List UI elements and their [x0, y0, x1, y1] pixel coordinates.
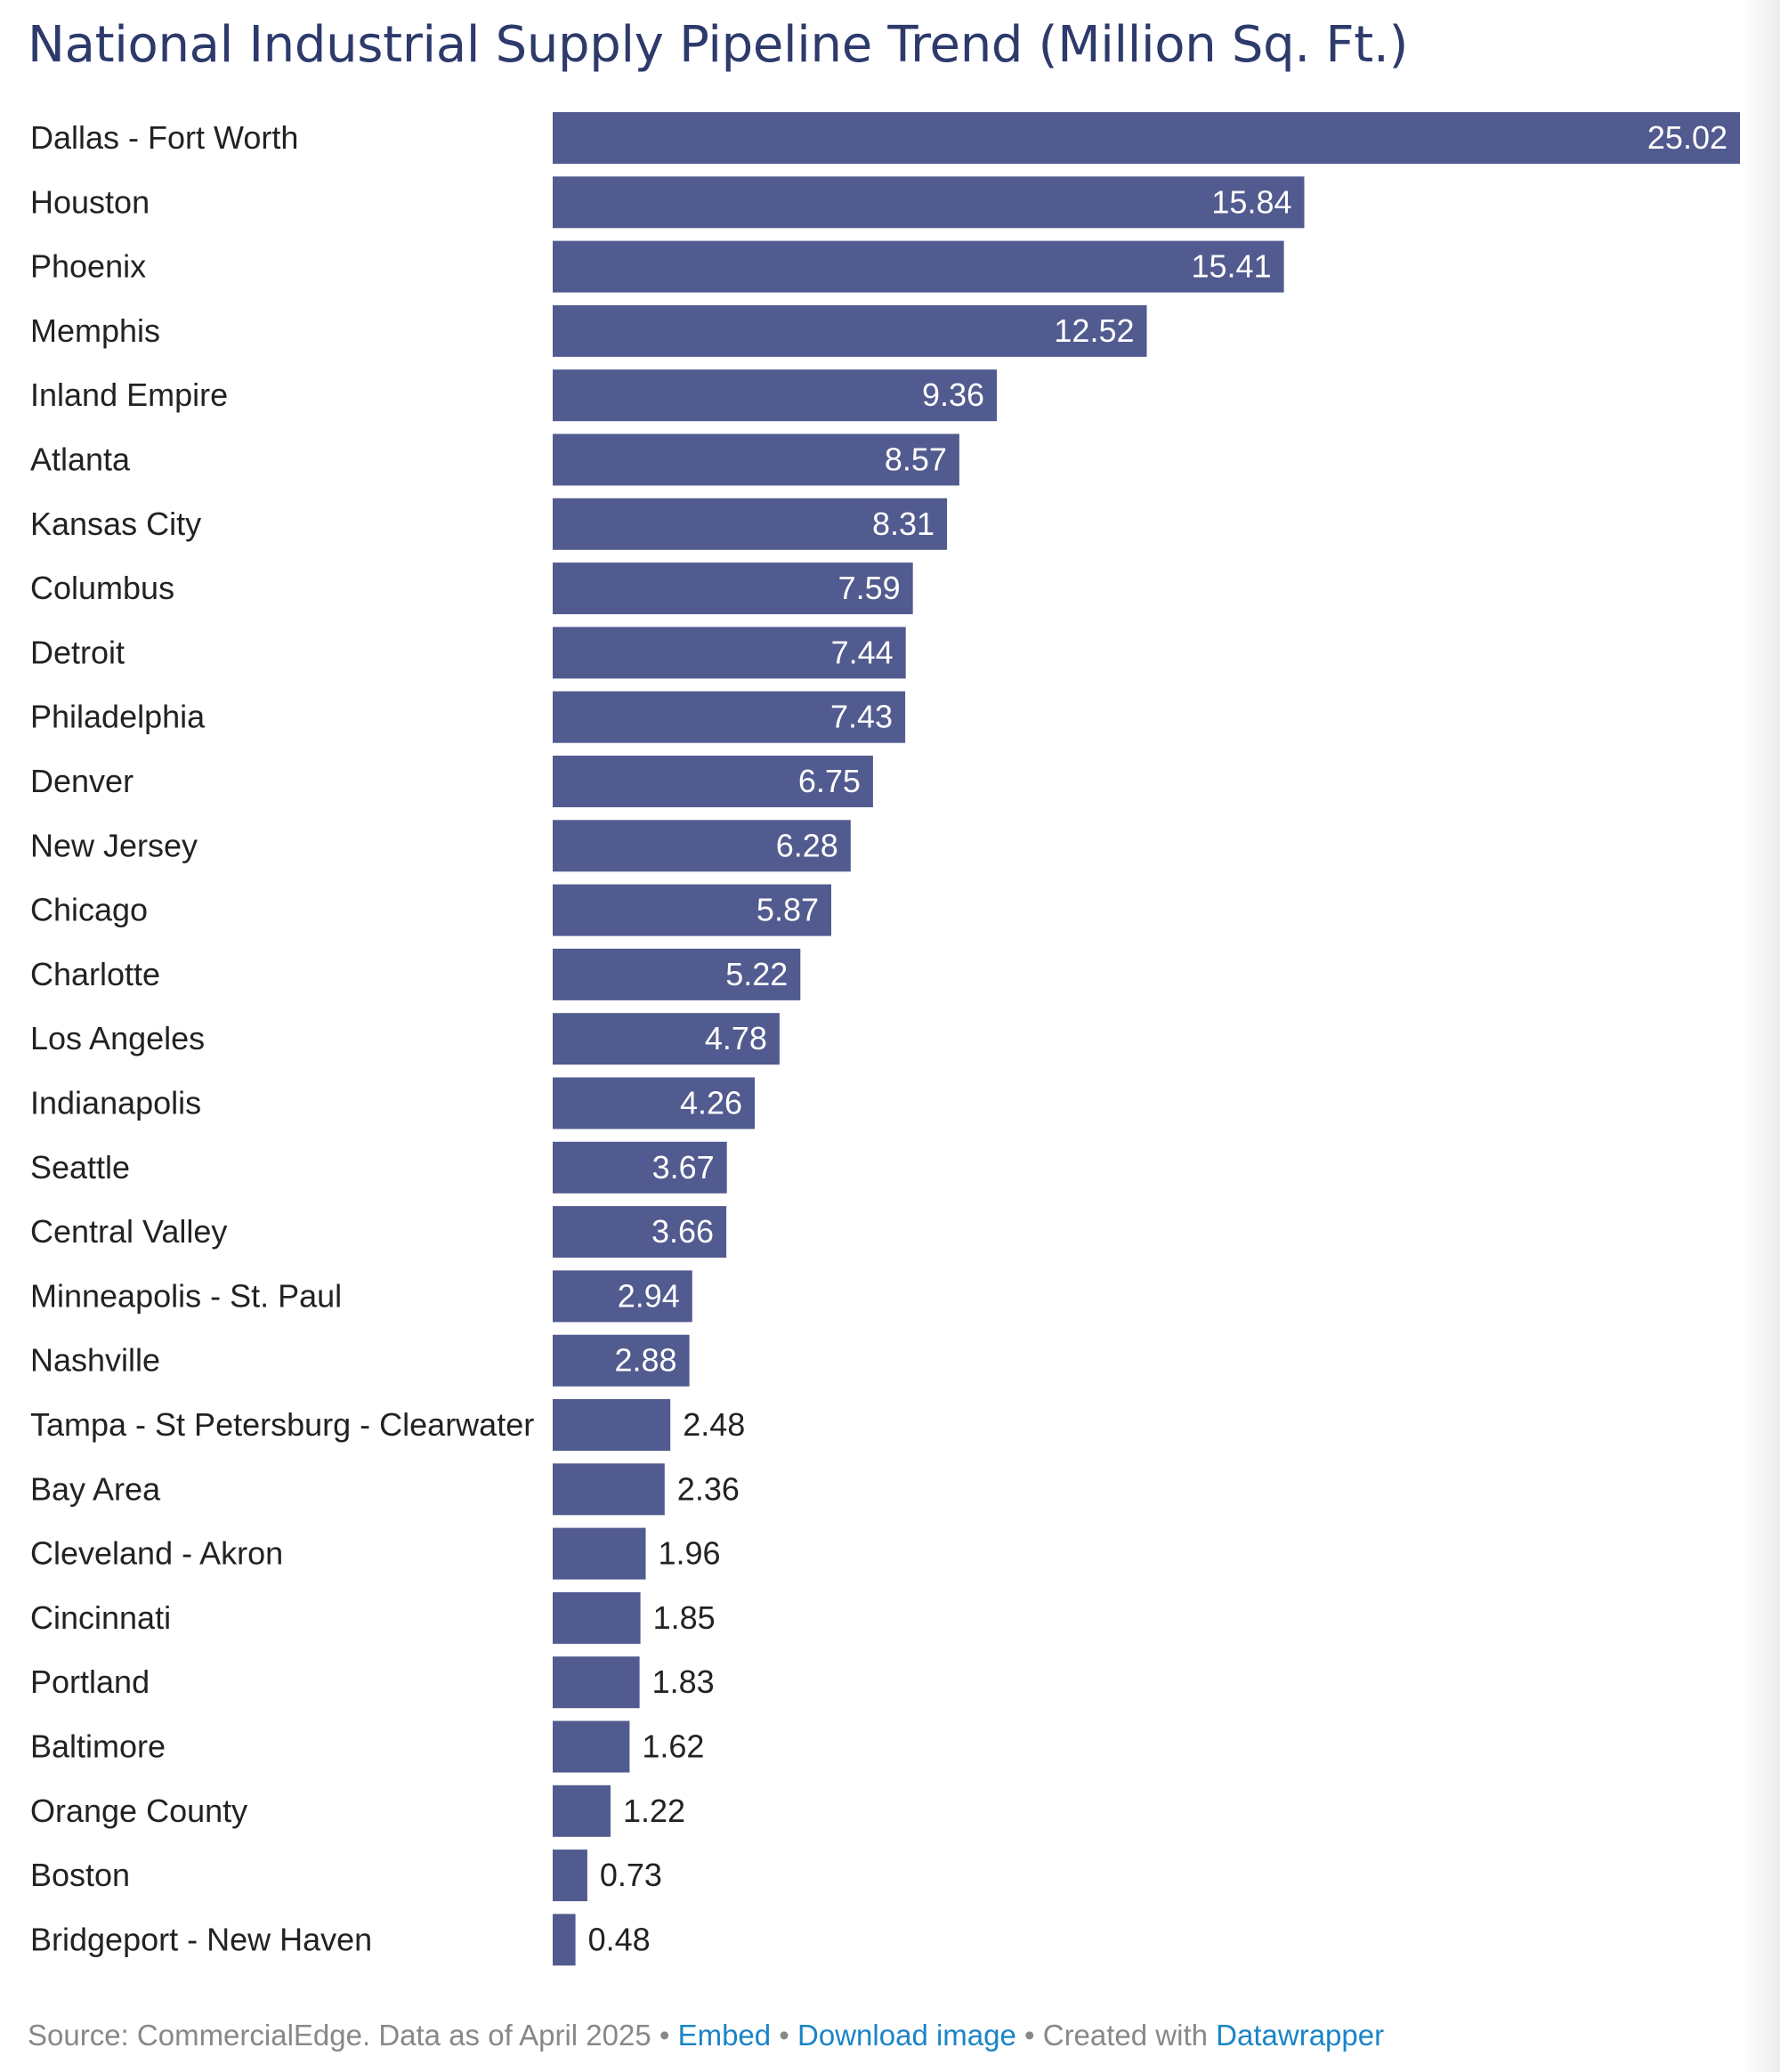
category-label: Orange County	[30, 1793, 247, 1829]
source-note: Source: CommercialEdge. Data as of April…	[28, 2019, 651, 2052]
embed-link[interactable]: Embed	[677, 2019, 772, 2052]
bar	[553, 1720, 630, 1773]
category-label: Bridgeport - New Haven	[30, 1921, 372, 1957]
value-label: 1.83	[652, 1663, 715, 1700]
value-label: 15.84	[1211, 183, 1291, 220]
bar	[553, 1463, 665, 1516]
bar	[553, 1527, 646, 1580]
category-label: Phoenix	[30, 248, 146, 285]
category-label: Central Valley	[30, 1213, 227, 1250]
bar	[553, 112, 1740, 164]
value-label: 12.52	[1054, 312, 1134, 349]
bar	[553, 563, 913, 615]
value-label: 7.43	[830, 699, 893, 735]
value-label: 2.94	[618, 1277, 680, 1314]
value-label: 4.78	[705, 1020, 767, 1056]
value-label: 15.41	[1192, 248, 1272, 285]
bar	[553, 176, 1305, 229]
bar	[553, 627, 906, 679]
bar	[553, 1141, 727, 1194]
category-label: Dallas - Fort Worth	[30, 119, 298, 156]
value-label: 2.48	[683, 1406, 745, 1443]
category-label: Philadelphia	[30, 699, 206, 735]
category-label: Columbus	[30, 570, 174, 606]
bar	[553, 1785, 611, 1837]
category-label: Houston	[30, 183, 150, 220]
category-label: Seattle	[30, 1149, 130, 1186]
value-label: 2.36	[677, 1470, 740, 1507]
datawrapper-link[interactable]: Datawrapper	[1216, 2019, 1385, 2052]
value-label: 0.73	[600, 1857, 662, 1893]
bar	[553, 820, 851, 872]
value-label: 7.59	[838, 570, 901, 606]
category-label: Kansas City	[30, 506, 201, 542]
bar	[553, 1914, 576, 1966]
category-label: Boston	[30, 1857, 130, 1893]
category-label: Atlanta	[30, 441, 131, 478]
bar	[553, 1270, 692, 1323]
category-label: Portland	[30, 1663, 150, 1700]
footer-separator: •	[651, 2019, 678, 2052]
value-label: 5.87	[756, 892, 819, 928]
bar	[553, 240, 1284, 293]
footer: Source: CommercialEdge. Data as of April…	[28, 2019, 1384, 2052]
category-label: Nashville	[30, 1342, 160, 1379]
value-label: 1.62	[642, 1728, 704, 1765]
bar	[553, 1334, 690, 1387]
created-with-text: Created with	[1042, 2019, 1217, 2052]
value-label: 8.57	[885, 441, 947, 478]
download-image-link[interactable]: Download image	[797, 2019, 1016, 2052]
chart-title: National Industrial Supply Pipeline Tren…	[28, 16, 1409, 74]
value-label: 4.26	[680, 1085, 742, 1121]
bar	[553, 498, 948, 550]
bar	[553, 369, 998, 422]
bar	[553, 304, 1147, 357]
category-label: Inland Empire	[30, 376, 228, 413]
bar	[553, 1077, 756, 1129]
bar	[553, 1399, 671, 1451]
category-label: Detroit	[30, 634, 125, 670]
value-label: 3.66	[651, 1213, 714, 1250]
value-label: 5.22	[725, 956, 788, 992]
value-label: 9.36	[922, 376, 984, 413]
category-label: Chicago	[30, 892, 148, 928]
category-label: Denver	[30, 763, 134, 799]
value-label: 1.22	[623, 1793, 685, 1829]
category-label: New Jersey	[30, 827, 198, 863]
category-label: Bay Area	[30, 1470, 161, 1507]
footer-separator: •	[771, 2019, 798, 2052]
category-label: Cincinnati	[30, 1599, 171, 1636]
value-label: 7.44	[831, 634, 894, 670]
category-label: Minneapolis - St. Paul	[30, 1277, 342, 1314]
category-label: Baltimore	[30, 1728, 166, 1765]
value-label: 6.75	[798, 763, 861, 799]
category-label: Memphis	[30, 312, 160, 349]
value-label: 1.96	[659, 1535, 721, 1572]
bar	[553, 884, 831, 936]
bar	[553, 1656, 640, 1709]
value-label: 3.67	[652, 1149, 715, 1186]
bar	[553, 433, 959, 486]
footer-separator: •	[1015, 2019, 1043, 2052]
bar	[553, 948, 801, 1000]
value-label: 25.02	[1647, 119, 1727, 156]
category-label: Los Angeles	[30, 1020, 205, 1056]
category-label: Tampa - St Petersburg - Clearwater	[30, 1406, 534, 1443]
category-label: Charlotte	[30, 956, 160, 992]
category-label: Indianapolis	[30, 1085, 201, 1121]
bar	[553, 1206, 727, 1259]
bar	[553, 691, 906, 743]
value-label: 8.31	[872, 506, 934, 542]
bar-chart: Dallas - Fort Worth 25.02 Houston 15.84 Phoe…	[30, 112, 1740, 1966]
bar	[553, 1013, 780, 1065]
value-label: 2.88	[615, 1342, 677, 1379]
bar	[553, 1591, 641, 1644]
value-label: 0.48	[588, 1921, 651, 1957]
bar	[553, 1849, 587, 1902]
value-label: 6.28	[776, 827, 838, 863]
category-label: Cleveland - Akron	[30, 1535, 283, 1572]
bar	[553, 756, 873, 807]
value-label: 1.85	[653, 1599, 716, 1636]
